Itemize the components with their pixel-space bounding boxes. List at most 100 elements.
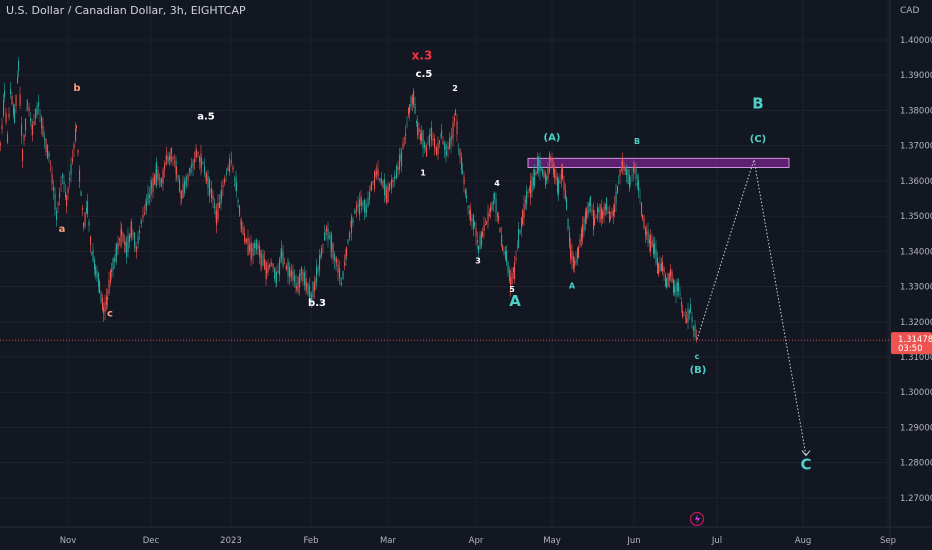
candle-body [269, 264, 271, 268]
candle-body [687, 308, 689, 322]
candle-body [408, 108, 410, 115]
candle-body [271, 263, 273, 265]
price-tick-label: 1.40000 [900, 36, 932, 46]
candle-body [234, 178, 236, 180]
candle-body [23, 134, 25, 141]
candle-body [322, 244, 324, 246]
candle-body [334, 254, 336, 261]
wave-label: a [59, 224, 66, 235]
candle-body [77, 149, 79, 153]
candle-body [197, 151, 199, 154]
candle-body [354, 212, 356, 214]
candle-body [553, 166, 555, 175]
candle-body [625, 167, 627, 171]
candle-body [11, 95, 13, 105]
candle-body [377, 168, 379, 177]
candle-body [191, 164, 193, 166]
candle-body [573, 256, 575, 269]
price-tick-label: 1.30000 [900, 388, 932, 398]
candle-body [369, 191, 371, 200]
current-price-tag[interactable] [891, 332, 932, 355]
candle-body [281, 248, 283, 258]
candle-body [249, 244, 251, 252]
candle-body [401, 151, 403, 167]
candle-body [196, 153, 198, 157]
candle-body [458, 147, 460, 149]
lightning-icon[interactable] [689, 511, 705, 527]
candle-body [189, 168, 191, 172]
wave-label: a.5 [197, 111, 215, 122]
candle-body [562, 165, 564, 179]
candle-body [321, 247, 323, 256]
candle-body [519, 229, 521, 234]
candle-body [25, 118, 27, 131]
candle-body [623, 166, 625, 171]
candle-body [201, 158, 203, 167]
candle-body [485, 223, 487, 225]
candle-body [211, 188, 213, 199]
candle-body [609, 211, 611, 222]
wave-label: b.3 [308, 298, 326, 309]
candle-body [437, 143, 439, 155]
candle-body [139, 230, 141, 233]
candle-body [511, 273, 513, 285]
candle-body [179, 178, 181, 192]
candle-body [320, 254, 322, 258]
candle-body [342, 271, 344, 280]
candle-body [91, 252, 93, 254]
price-tick-label: 1.28000 [900, 459, 932, 469]
candle-body [262, 254, 264, 266]
time-tick-label: Aug [795, 536, 812, 546]
candle-body [124, 241, 126, 245]
candle-body [471, 218, 473, 222]
candle-body [627, 169, 629, 184]
candle-body [274, 268, 276, 280]
candle-body [134, 232, 136, 247]
candle-body [497, 212, 499, 217]
wave-label: A [509, 292, 521, 310]
candle-body [331, 234, 333, 252]
candle-body [206, 173, 208, 182]
candle-body [469, 210, 471, 215]
resistance-zone[interactable] [527, 157, 790, 169]
candle-body [10, 88, 12, 94]
projection-path [696, 159, 807, 456]
time-tick-label: Dec [143, 536, 160, 546]
candle-body [567, 218, 569, 230]
candle-body [149, 195, 151, 198]
price-tick-label: 1.33000 [900, 283, 932, 293]
candle-body [307, 284, 309, 295]
candle-body [212, 195, 214, 201]
candle-body [602, 211, 604, 219]
candle-body [566, 197, 568, 211]
candle-body [92, 249, 94, 262]
candle-body [96, 270, 98, 279]
candle-body [182, 183, 184, 199]
candle-body [578, 246, 580, 258]
candle-body [327, 228, 329, 240]
currency-label: CAD [900, 6, 919, 16]
candle-body [422, 130, 424, 149]
candle-body [557, 177, 559, 193]
candle-body [693, 326, 695, 331]
lightning-icon-bolt[interactable] [695, 514, 700, 524]
candle-body [538, 156, 540, 171]
candle-body [617, 185, 619, 194]
candle-body [635, 168, 637, 180]
candle-body [174, 161, 176, 163]
candle-body [361, 203, 363, 207]
candle-body [184, 180, 186, 194]
candle-body [661, 263, 663, 272]
candle-body [107, 296, 109, 300]
candle-body [301, 267, 303, 274]
candle-body [1, 124, 3, 130]
candle-body [177, 175, 179, 179]
candle-body [459, 148, 461, 158]
candle-body [605, 204, 607, 210]
candle-body [247, 237, 249, 256]
candle-body [510, 277, 512, 291]
candle-body [529, 188, 531, 192]
candle-body [416, 121, 418, 123]
